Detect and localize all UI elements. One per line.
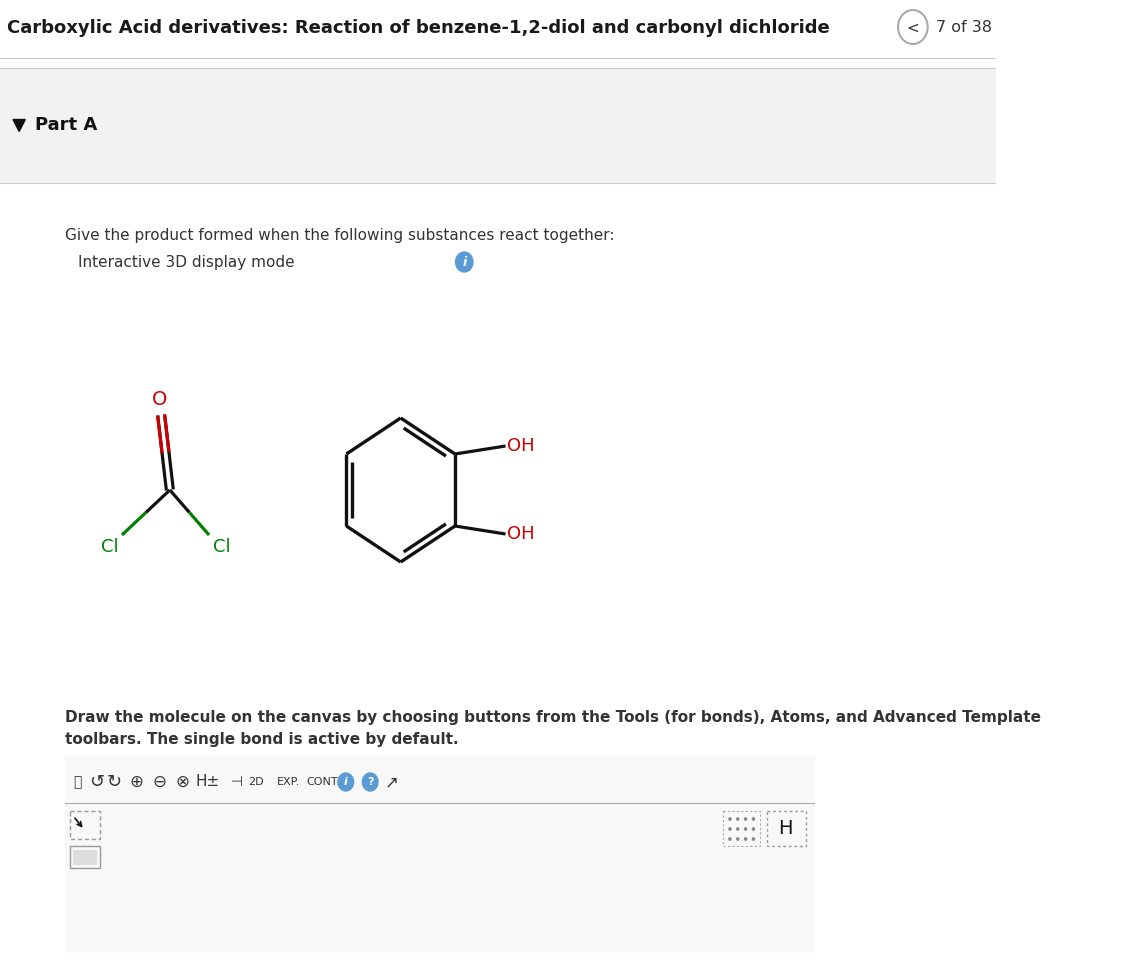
Bar — [70, 846, 101, 868]
Text: Carboxylic Acid derivatives: Reaction of benzene-1,2-diol and carbonyl dichlorid: Carboxylic Acid derivatives: Reaction of… — [7, 19, 829, 37]
Text: ?: ? — [367, 777, 373, 787]
Bar — [65, 756, 815, 951]
Bar — [766, 811, 805, 846]
Text: ⊗: ⊗ — [175, 773, 189, 791]
Bar — [70, 811, 101, 839]
Text: Interactive 3D display mode: Interactive 3D display mode — [79, 255, 295, 270]
Circle shape — [753, 828, 755, 830]
Circle shape — [745, 838, 747, 841]
Text: H±: H± — [196, 774, 220, 790]
Text: O: O — [152, 390, 167, 409]
Circle shape — [753, 817, 755, 820]
Text: ↻: ↻ — [106, 773, 121, 791]
Circle shape — [729, 838, 731, 841]
Text: ⊖: ⊖ — [152, 773, 166, 791]
Text: i: i — [462, 255, 467, 269]
Circle shape — [737, 828, 739, 830]
Text: Draw the molecule on the canvas by choosing buttons from the Tools (for bonds), : Draw the molecule on the canvas by choos… — [65, 710, 1041, 725]
Text: 🗋: 🗋 — [73, 775, 81, 789]
Text: toolbars. The single bond is active by default.: toolbars. The single bond is active by d… — [65, 732, 459, 747]
Circle shape — [753, 838, 755, 841]
Text: H: H — [778, 818, 793, 838]
Text: ↗: ↗ — [386, 773, 399, 791]
Circle shape — [337, 773, 353, 791]
Circle shape — [729, 817, 731, 820]
Bar — [0, 0, 996, 58]
Circle shape — [729, 828, 731, 830]
Text: OH: OH — [507, 437, 535, 455]
Text: EXP.: EXP. — [277, 777, 300, 787]
Circle shape — [745, 828, 747, 830]
Circle shape — [737, 817, 739, 820]
Text: Give the product formed when the following substances react together:: Give the product formed when the followi… — [65, 228, 614, 243]
Circle shape — [363, 773, 378, 791]
Text: Cl: Cl — [213, 538, 230, 556]
Polygon shape — [13, 120, 25, 131]
Text: OH: OH — [507, 525, 535, 543]
Bar — [0, 183, 996, 964]
Text: ⊕: ⊕ — [129, 773, 144, 791]
Text: i: i — [344, 777, 348, 787]
Bar — [0, 68, 996, 183]
Text: <: < — [906, 20, 920, 36]
Text: 7 of 38: 7 of 38 — [936, 19, 992, 35]
Text: CONT.: CONT. — [307, 777, 341, 787]
Circle shape — [455, 252, 472, 272]
Text: Part A: Part A — [34, 117, 97, 135]
Bar — [73, 850, 96, 864]
Circle shape — [737, 838, 739, 841]
Circle shape — [745, 817, 747, 820]
Text: ↺: ↺ — [89, 773, 104, 791]
Text: 2D: 2D — [248, 777, 264, 787]
Bar — [723, 811, 760, 846]
Text: Cl: Cl — [101, 538, 119, 556]
Text: ⊣: ⊣ — [231, 775, 243, 789]
